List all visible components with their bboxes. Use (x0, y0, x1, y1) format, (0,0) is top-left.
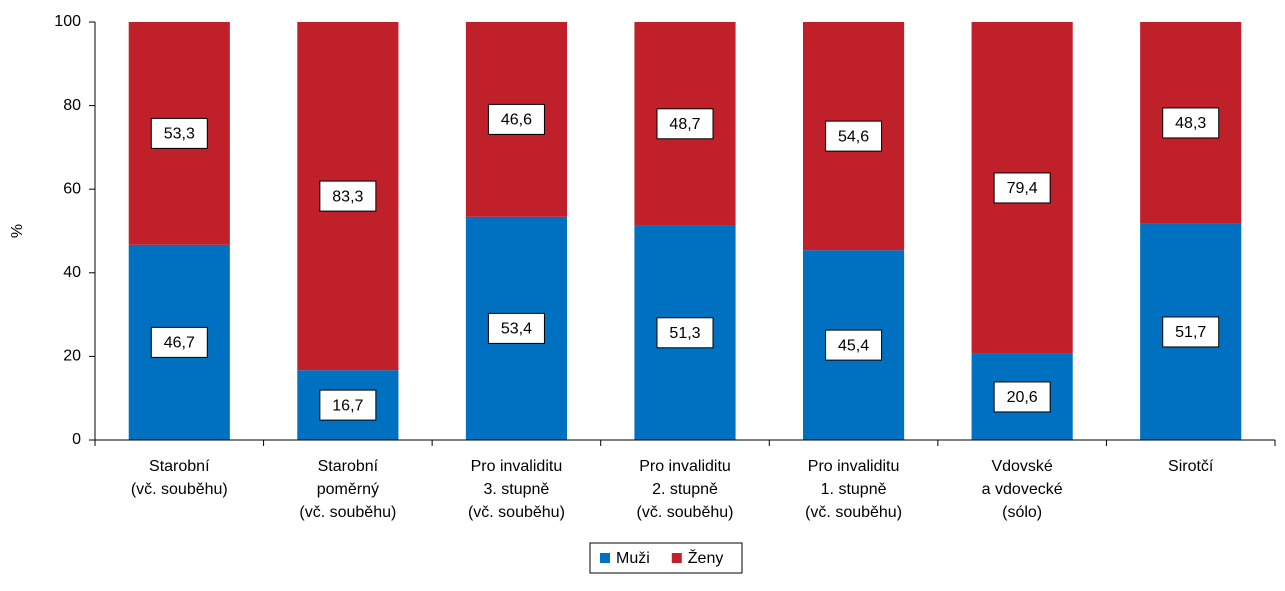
x-tick-label-line: Vdovské (991, 458, 1052, 475)
x-tick-label-line: Starobní (149, 458, 210, 475)
x-tick-label-line: 1. stupně (821, 481, 887, 498)
x-tick-label-line: Sirotčí (1168, 458, 1214, 475)
x-tick-label-line: a vdovecké (982, 481, 1063, 498)
data-label: 46,6 (501, 112, 532, 129)
data-label: 54,6 (838, 128, 869, 145)
data-label-box (150, 117, 208, 149)
data-label: 46,7 (164, 335, 195, 352)
legend-swatch (671, 553, 682, 563)
x-tick-label-line: 2. stupně (652, 481, 718, 498)
data-label-box (319, 180, 377, 212)
x-tick-label: Vdovské a vdovecké (sólo) (982, 458, 1063, 521)
y-axis-label: % (9, 224, 26, 238)
data-label: 51,7 (1175, 324, 1206, 341)
data-label: 20,6 (1007, 389, 1038, 406)
x-tick-label-line: Pro invaliditu (808, 458, 900, 475)
x-tick-label-line: Pro invaliditu (471, 458, 563, 475)
data-label-box (993, 172, 1051, 204)
legend-swatch (600, 553, 610, 563)
x-tick-label-line: (vč. souběhu) (637, 504, 734, 521)
x-tick-label: Pro invaliditu 1. stupně (vč. souběhu) (805, 458, 902, 521)
legend-label: Ženy (688, 548, 724, 567)
data-label-box (487, 103, 545, 135)
y-tick-label: 0 (72, 431, 81, 448)
x-tick-label-line: (sólo) (1002, 504, 1042, 521)
x-tick-label-line: 3. stupně (484, 481, 550, 498)
x-tick-label: Starobní poměrný (vč. souběhu) (299, 458, 396, 521)
data-label: 45,4 (838, 337, 869, 354)
legend-box (589, 542, 743, 574)
data-label: 48,3 (1175, 115, 1206, 132)
x-tick-label-line: Pro invaliditu (639, 458, 731, 475)
x-tick-label-line: (vč. souběhu) (805, 504, 902, 521)
data-label-box (656, 108, 714, 140)
data-label-box (1162, 107, 1220, 139)
data-label-box (1162, 316, 1220, 348)
data-label-box (319, 389, 377, 421)
x-tick-label-line: (vč. souběhu) (131, 481, 228, 498)
x-tick-label-line: Starobní (318, 458, 379, 475)
data-label-box (993, 381, 1051, 413)
x-tick-label: Pro invaliditu 2. stupně (vč. souběhu) (637, 458, 734, 521)
data-label-box (487, 312, 545, 344)
x-tick-label-line: poměrný (317, 481, 379, 498)
data-label-box (825, 329, 883, 361)
data-label-box (656, 317, 714, 349)
data-label: 51,3 (669, 325, 700, 342)
x-tick-label: Sirotčí (1168, 458, 1214, 475)
x-tick-label: Starobní (vč. souběhu) (131, 458, 228, 498)
data-label: 53,4 (501, 321, 532, 338)
y-tick-label: 100 (54, 13, 81, 30)
y-tick-label: 40 (63, 264, 81, 281)
data-label: 16,7 (332, 397, 363, 414)
y-tick-label: 80 (63, 97, 81, 114)
data-label: 48,7 (669, 116, 700, 133)
y-tick-label: 20 (63, 348, 81, 365)
data-label: 79,4 (1007, 180, 1038, 197)
x-tick-label-line: (vč. souběhu) (468, 504, 565, 521)
data-label-box (150, 326, 208, 358)
x-tick-label: Pro invaliditu 3. stupně (vč. souběhu) (468, 458, 565, 521)
y-tick-label: 60 (63, 180, 81, 197)
data-label: 83,3 (332, 188, 363, 205)
legend-label: Muži (616, 550, 650, 567)
data-label: 53,3 (164, 126, 195, 143)
data-label-box (825, 120, 883, 152)
x-tick-label-line: (vč. souběhu) (299, 504, 396, 521)
